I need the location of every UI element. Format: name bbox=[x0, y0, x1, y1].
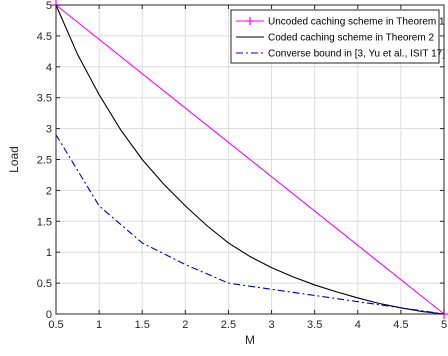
y-tick-label: 0 bbox=[46, 309, 52, 321]
x-tick-label: 2.5 bbox=[221, 319, 236, 331]
y-tick-label: 0.5 bbox=[37, 278, 52, 290]
x-axis-label: M bbox=[245, 333, 255, 347]
legend-label: Coded caching scheme in Theorem 2 bbox=[268, 33, 434, 44]
x-tick-label: 0.5 bbox=[48, 319, 63, 331]
series-lines bbox=[55, 4, 445, 315]
legend-item: Converse bound in [3, Yu et al., ISIT 17… bbox=[236, 49, 445, 60]
x-tick-labels: 0.5 1 1.5 2 2.5 3 3.5 4 4.5 5 bbox=[48, 319, 447, 331]
x-tick-label: 4.5 bbox=[393, 319, 408, 331]
y-tick-label: 3 bbox=[46, 124, 52, 136]
y-tick-label: 4.5 bbox=[37, 31, 52, 43]
y-tick-labels: 0 0.5 1 1.5 2 2.5 3 3.5 4 4.5 5 bbox=[37, 0, 52, 321]
y-tick-label: 4 bbox=[46, 62, 52, 74]
x-tick-label: 4 bbox=[355, 319, 361, 331]
series-line-3 bbox=[55, 134, 445, 315]
x-tick-label: 1 bbox=[96, 319, 102, 331]
legend: Uncoded caching scheme in Theorem 1 Coded… bbox=[230, 9, 445, 64]
x-tick-label: 5 bbox=[441, 319, 447, 331]
x-tick-label: 2 bbox=[182, 319, 188, 331]
x-tick-label: 1.5 bbox=[135, 319, 150, 331]
legend-label: Uncoded caching scheme in Theorem 1 bbox=[268, 17, 445, 28]
legend-label: Converse bound in [3, Yu et al., ISIT 17… bbox=[268, 49, 445, 60]
legend-box bbox=[230, 9, 440, 64]
y-tick-label: 5 bbox=[46, 0, 52, 12]
y-tick-label: 1 bbox=[46, 247, 52, 259]
legend-item: Coded caching scheme in Theorem 2 bbox=[236, 33, 434, 44]
x-tick-label: 3 bbox=[268, 319, 274, 331]
series-line-2 bbox=[55, 4, 445, 315]
x-tick-label: 3.5 bbox=[307, 319, 322, 331]
legend-item: Uncoded caching scheme in Theorem 1 bbox=[236, 17, 445, 28]
series-line-1 bbox=[55, 4, 445, 315]
y-tick-label: 2 bbox=[46, 185, 52, 197]
y-tick-label: 1.5 bbox=[37, 216, 52, 228]
y-axis-label: Load bbox=[7, 146, 21, 173]
axis-ticks bbox=[55, 4, 445, 315]
y-tick-label: 3.5 bbox=[37, 93, 52, 105]
y-tick-label: 2.5 bbox=[37, 155, 52, 167]
